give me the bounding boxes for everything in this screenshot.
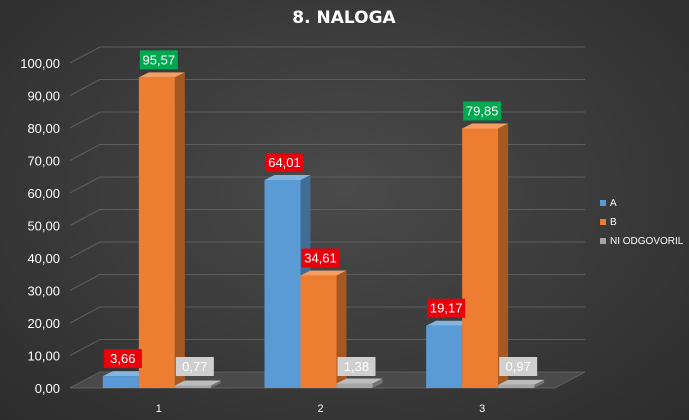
- y-tick-label: 0,00: [35, 381, 60, 396]
- y-axis: 0,00 10,00 20,00 30,00 40,00 50,00 60,00 70,00 8…: [20, 56, 60, 396]
- bar-front: [426, 325, 463, 388]
- bar-top: [138, 72, 185, 78]
- data-label: 79,85: [463, 101, 502, 121]
- svg-text:0,97: 0,97: [506, 359, 531, 374]
- gridline: [69, 79, 585, 96]
- gridline: [69, 144, 585, 161]
- gridline: [69, 46, 585, 64]
- data-label: 34,61: [301, 248, 340, 268]
- data-label: 95,57: [139, 50, 178, 70]
- y-tick-label: 80,00: [27, 121, 60, 136]
- gridline: [69, 241, 585, 259]
- gridline: [69, 176, 585, 194]
- bar-top: [426, 320, 473, 326]
- bar-top: [300, 270, 347, 276]
- data-label: 0,77: [175, 357, 214, 376]
- svg-text:34,61: 34,61: [304, 251, 337, 266]
- bar-front: [174, 385, 211, 388]
- y-tick-label: 30,00: [27, 284, 60, 299]
- bar-top: [264, 174, 311, 180]
- bar: [138, 72, 185, 389]
- legend-swatch: [600, 200, 606, 206]
- bar-side: [498, 123, 509, 389]
- bar-front: [102, 376, 139, 388]
- bar-top: [174, 380, 221, 386]
- x-tick-label: 3: [479, 403, 485, 415]
- chart-title: 8. NALOGA: [292, 8, 396, 28]
- bar-front: [300, 275, 337, 388]
- y-tick-label: 70,00: [27, 154, 60, 169]
- bar: [174, 380, 221, 388]
- bar-side: [210, 380, 221, 388]
- bar-top: [498, 379, 545, 385]
- y-tick-label: 60,00: [27, 186, 60, 201]
- bars: [102, 72, 545, 389]
- gridline: [69, 111, 585, 129]
- gridline: [69, 306, 585, 324]
- bar-top: [102, 371, 149, 377]
- legend-swatch: [600, 238, 606, 244]
- data-label: 1,38: [337, 357, 376, 376]
- legend-swatch: [600, 219, 606, 225]
- svg-text:0,77: 0,77: [182, 359, 207, 374]
- data-labels: 3,66 95,57 0,77 64,01 34,61 1,38 19,17 79,85 0,9…: [103, 50, 538, 376]
- bar-front: [498, 384, 535, 388]
- svg-text:95,57: 95,57: [143, 52, 176, 67]
- data-label: 3,66: [103, 349, 142, 369]
- bar-side: [534, 379, 545, 388]
- bar-front: [336, 383, 373, 388]
- legend-label: NI ODGOVORIL: [610, 236, 684, 247]
- bar-front: [462, 128, 499, 389]
- y-tick-label: 20,00: [27, 316, 60, 331]
- bar-top: [336, 378, 383, 384]
- gridline: [69, 339, 585, 356]
- y-tick-label: 10,00: [27, 349, 60, 364]
- y-tick-label: 50,00: [27, 219, 60, 234]
- bar: [336, 378, 383, 388]
- svg-text:1,38: 1,38: [344, 359, 369, 374]
- svg-text:79,85: 79,85: [466, 103, 499, 118]
- y-tick-label: 40,00: [27, 251, 60, 266]
- bar: [462, 123, 509, 389]
- bar: [300, 270, 347, 388]
- legend-label: B: [610, 217, 617, 228]
- legend: AB NI ODGOVORIL: [600, 198, 684, 247]
- x-tick-label: 1: [156, 403, 162, 415]
- gridline: [69, 209, 585, 226]
- svg-text:3,66: 3,66: [110, 351, 135, 366]
- bar-front: [138, 77, 175, 389]
- bar-front: [264, 179, 301, 388]
- gridline: [69, 274, 585, 291]
- bar-side: [174, 72, 185, 389]
- bar-side: [372, 378, 383, 388]
- bar-top: [462, 123, 509, 129]
- svg-text:64,01: 64,01: [268, 155, 301, 170]
- data-label: 0,97: [499, 357, 538, 376]
- legend-label: A: [610, 198, 617, 209]
- x-axis: 1 2 3: [156, 403, 485, 415]
- bar: [498, 379, 545, 388]
- data-label: 64,01: [265, 152, 304, 172]
- y-tick-label: 100,00: [20, 56, 60, 71]
- x-tick-label: 2: [317, 403, 323, 415]
- y-tick-label: 90,00: [27, 89, 60, 104]
- data-label: 19,17: [427, 298, 466, 318]
- svg-text:19,17: 19,17: [430, 301, 463, 316]
